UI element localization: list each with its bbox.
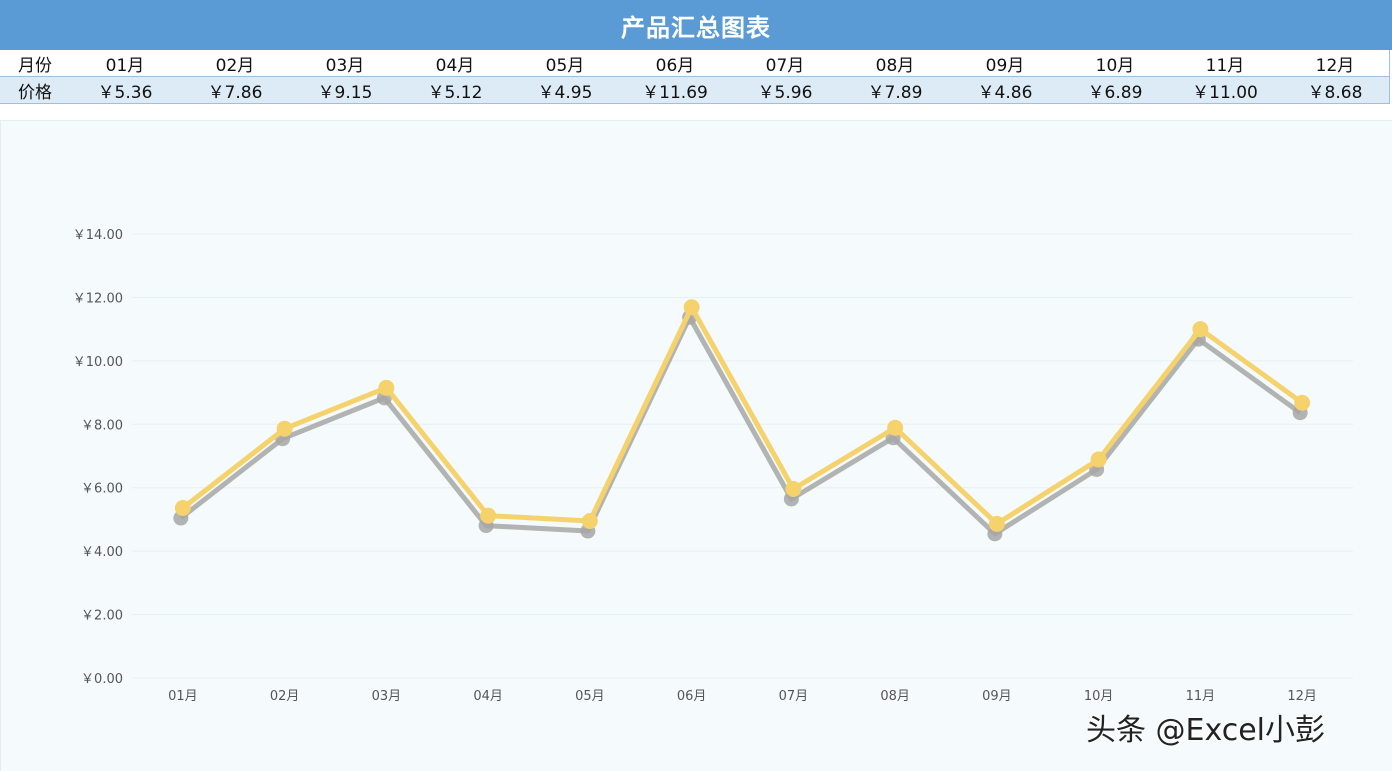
x-tick-label: 02月 [270,689,300,704]
price-cell[interactable]: ￥5.36 [70,76,180,104]
x-tick-label: 11月 [1186,689,1216,704]
line-chart[interactable]: ￥0.00 ￥2.00 ￥4.00 ￥6.00 ￥8.00 ￥10.00 ￥12.00 ￥14… [1,121,1392,770]
price-row-label: 价格 [0,76,70,104]
x-tick-label: 09月 [982,689,1012,704]
data-point [378,379,395,396]
price-cell[interactable]: ￥9.15 [290,76,400,104]
month-cell[interactable]: 05月 [510,50,620,77]
x-tick-label: 03月 [372,689,402,704]
x-tick-label: 12月 [1287,689,1317,704]
title-bar: 产品汇总图表 [0,0,1392,50]
data-point [988,515,1005,532]
series-shadow-line [179,314,1302,537]
y-tick-label: ￥8.00 [81,418,123,433]
data-point [1192,321,1209,338]
x-tick-label: 08月 [880,689,910,704]
price-cell[interactable]: ￥7.86 [180,76,290,104]
month-cell[interactable]: 09月 [950,50,1060,77]
month-cell[interactable]: 06月 [620,50,730,77]
price-row: 价格 ￥5.36 ￥7.86 ￥9.15 ￥5.12 ￥4.95 ￥11.69 … [0,76,1390,104]
month-cell[interactable]: 11月 [1170,50,1280,77]
y-tick-label: ￥0.00 [81,672,123,687]
month-cell[interactable]: 03月 [290,50,400,77]
price-cell[interactable]: ￥11.69 [620,76,730,104]
price-cell[interactable]: ￥7.89 [840,76,950,104]
table-right-border [1389,50,1390,104]
month-row: 月份 01月 02月 03月 04月 05月 06月 07月 08月 09月 1… [0,50,1390,77]
x-tick-label: 05月 [575,689,605,704]
price-cell[interactable]: ￥4.86 [950,76,1060,104]
data-point [1090,451,1107,468]
watermark: 头条 @Excel小彭 [1086,713,1326,748]
series-line [181,304,1304,527]
summary-table: 月份 01月 02月 03月 04月 05月 06月 07月 08月 09月 1… [0,50,1390,104]
month-cell[interactable]: 10月 [1060,50,1170,77]
month-cell[interactable]: 07月 [730,50,840,77]
month-cell[interactable]: 08月 [840,50,950,77]
data-point [174,500,191,517]
y-tick-label: ￥12.00 [73,291,123,306]
price-cell[interactable]: ￥5.96 [730,76,840,104]
price-cell[interactable]: ￥8.68 [1280,76,1390,104]
x-tick-label: 04月 [473,689,503,704]
data-point [683,299,700,316]
x-tick-label: 06月 [677,689,707,704]
y-tick-label: ￥2.00 [81,609,123,624]
x-tick-label: 10月 [1084,689,1114,704]
data-point [581,513,598,530]
month-row-label: 月份 [0,50,70,77]
month-cell[interactable]: 04月 [400,50,510,77]
y-tick-label: ￥4.00 [81,545,123,560]
month-cell[interactable]: 12月 [1280,50,1390,77]
chart-area[interactable]: ￥0.00 ￥2.00 ￥4.00 ￥6.00 ￥8.00 ￥10.00 ￥12.00 ￥14… [0,120,1392,771]
data-point [276,420,293,437]
data-point [480,507,497,524]
data-point [887,419,904,436]
y-tick-label: ￥14.00 [73,228,123,243]
data-point [1294,394,1311,411]
price-cell[interactable]: ￥5.12 [400,76,510,104]
month-cell[interactable]: 01月 [70,50,180,77]
data-point [785,480,802,497]
page-title: 产品汇总图表 [621,13,771,42]
y-tick-label: ￥6.00 [81,482,123,497]
x-tick-label: 07月 [779,689,809,704]
price-cell[interactable]: ￥4.95 [510,76,620,104]
x-tick-label: 01月 [168,689,198,704]
y-tick-label: ￥10.00 [73,355,123,370]
price-cell[interactable]: ￥6.89 [1060,76,1170,104]
price-cell[interactable]: ￥11.00 [1170,76,1280,104]
month-cell[interactable]: 02月 [180,50,290,77]
